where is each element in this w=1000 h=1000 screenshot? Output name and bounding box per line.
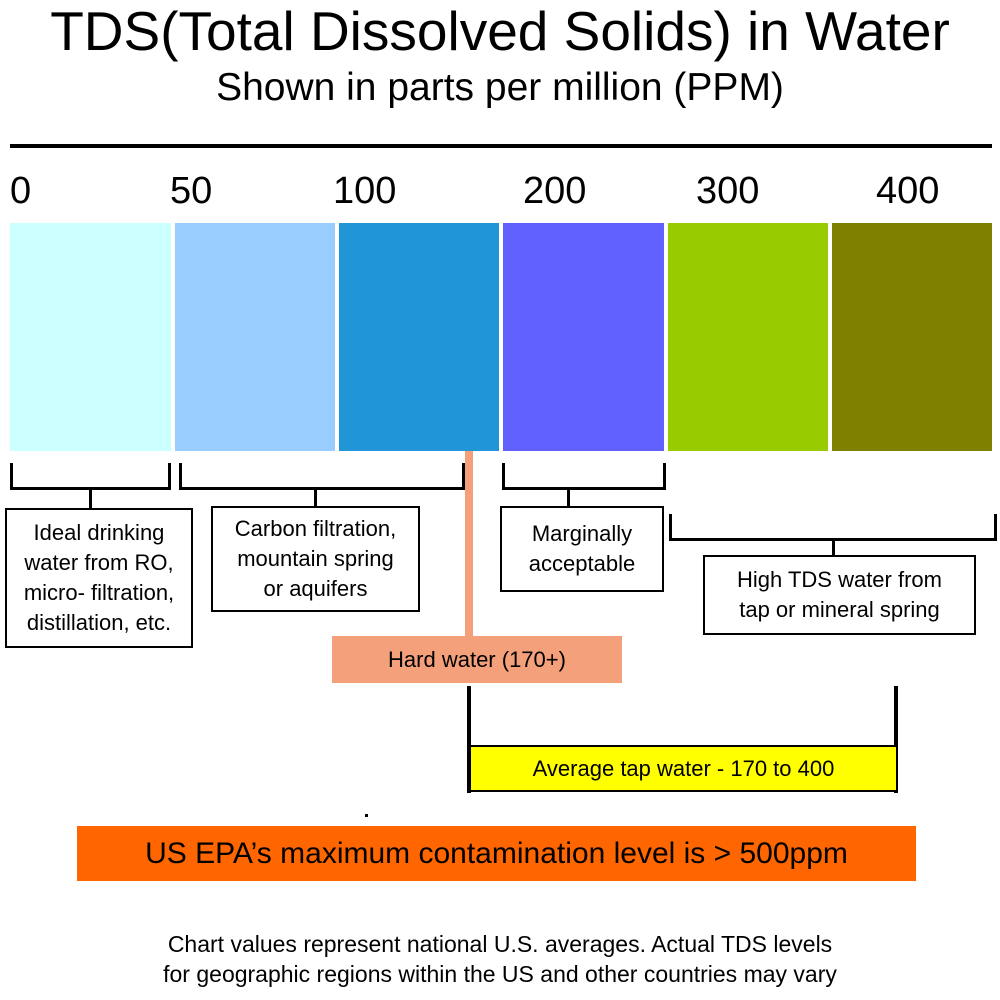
tick-label: 50 [170,170,213,212]
average-range-start [467,686,471,793]
tick-label: 0 [10,170,32,212]
label-ideal: Ideal drinking water from RO, micro- fil… [23,520,175,635]
label-high: High TDS water from tap or mineral sprin… [737,567,942,622]
hard-water-marker [465,451,473,637]
title-divider [10,144,992,148]
bracket-stem [89,490,92,510]
bracket-stem [314,490,317,508]
color-band [175,223,335,451]
color-band [503,223,664,451]
color-band [10,223,171,451]
bracket-stem [567,490,570,508]
tick-label: 100 [333,170,397,212]
label-box-ideal: Ideal drinking water from RO, micro- fil… [5,508,193,648]
bracket-high [669,514,997,541]
label-carbon: Carbon filtration, mountain spring or aq… [234,516,397,601]
label-box-carbon: Carbon filtration, mountain spring or aq… [211,506,420,612]
footnote: Chart values represent national U.S. ave… [163,931,837,987]
average-tap-water-label: Average tap water - 170 to 400 [469,745,898,792]
label-box-marginal: Marginally acceptable [500,506,664,592]
epa-limit-banner: US EPA’s maximum contamination level is … [77,826,916,881]
page-subtitle: Shown in parts per million (PPM) [216,66,784,109]
bracket-carbon [179,463,465,490]
bracket-stem [832,541,835,556]
hard-water-label: Hard water (170+) [332,636,622,683]
average-range-end [894,686,898,793]
page-title: TDS(Total Dissolved Solids) in Water [50,0,950,62]
stray-dot [365,814,368,817]
color-band [339,223,499,451]
color-band [832,223,992,451]
bracket-ideal [10,463,171,490]
tick-label: 400 [876,170,940,212]
label-box-high: High TDS water from tap or mineral sprin… [703,555,976,635]
tick-label: 300 [696,170,760,212]
color-band [668,223,828,451]
label-marginal: Marginally acceptable [528,521,636,576]
tick-label: 200 [523,170,587,212]
bracket-marginal [502,463,666,490]
